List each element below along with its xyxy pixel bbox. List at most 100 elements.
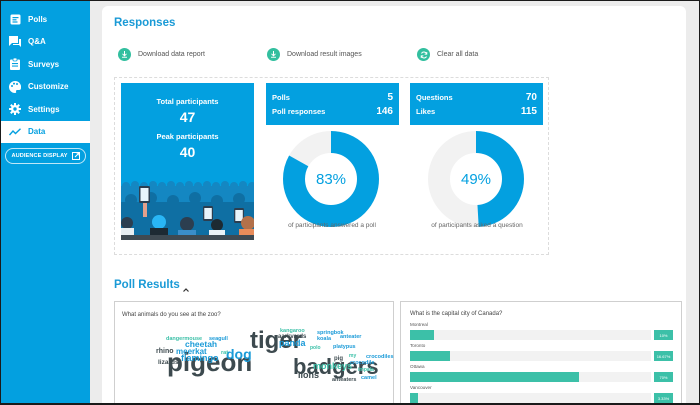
download-data-report-button[interactable]: Download data report [118, 48, 205, 61]
wordcloud-word: dog [226, 345, 252, 362]
wordcloud-word: dangermouse [166, 335, 203, 342]
bar-option-row: Ottawa 70% [410, 364, 673, 382]
wordcloud-word: lizards [158, 358, 179, 366]
option-track [410, 351, 651, 361]
refresh-icon [417, 48, 430, 61]
wordcloud-word: tiger [250, 326, 303, 354]
option-track [410, 372, 651, 382]
polls-summary: Polls 5 Poll responses 146 [266, 83, 399, 125]
wordcloud-word: rat [221, 349, 229, 356]
bar-option-row: Toronto 16.67% [410, 343, 673, 361]
action-label: Download data report [138, 51, 205, 58]
bar-poll-question: What is the capital city of Canada? [410, 311, 503, 317]
sidebar-item-label: Data [28, 127, 46, 137]
qa-donut-chart: 49% [428, 131, 524, 227]
polls-label: Polls [272, 92, 290, 102]
polls-caption: of participants answered a poll [288, 222, 376, 229]
qa-caption: of participants asked a question [431, 222, 523, 229]
clear-all-data-button[interactable]: Clear all data [417, 48, 478, 61]
sidebar-item-settings[interactable]: Settings [1, 98, 90, 121]
sidebar-item-data[interactable]: Data [1, 120, 90, 143]
sidebar-item-label: Settings [28, 104, 60, 114]
polls-donut-chart: 83% [283, 131, 379, 227]
sidebar-item-surveys[interactable]: Surveys [1, 53, 90, 76]
polls-percent: 83% [315, 170, 347, 188]
responses-title: Responses [114, 17, 176, 29]
total-participants-value: 47 [179, 109, 196, 125]
wordcloud-word: impala [358, 367, 374, 373]
palette-icon [9, 80, 21, 93]
wordcloud-word: cheetah [185, 339, 218, 350]
poll-icon [9, 13, 21, 25]
wordcloud-word: crocodiles [366, 353, 394, 360]
poll-responses-label: Poll responses [272, 106, 326, 116]
external-link-icon [71, 152, 80, 160]
peak-participants-label: Peak participants [156, 132, 219, 141]
action-label: Clear all data [437, 51, 479, 58]
sidebar-item-label: Customize [28, 82, 69, 92]
scrollbar-track[interactable] [689, 1, 699, 403]
wordcloud-word: meerkat [176, 346, 207, 356]
wordcloud-word: badgers [293, 354, 379, 380]
sidebar-item-label: Q&A [28, 37, 46, 47]
option-label: Toronto [410, 343, 426, 348]
option-label: Vancouver [410, 385, 432, 390]
wordcloud-word: crocodile [350, 359, 375, 366]
poll-responses-value: 146 [376, 105, 393, 117]
chevron-up-icon[interactable] [182, 281, 190, 299]
audience-display-button[interactable]: AUDIENCE DISPLAY [5, 148, 86, 164]
download-icon [267, 48, 280, 61]
option-percent: 10% [654, 330, 673, 340]
option-percent: 3.33% [654, 393, 673, 403]
likes-label: Likes [416, 106, 436, 116]
trend-icon [9, 126, 21, 138]
gear-icon [9, 103, 21, 116]
action-label: Download result images [287, 51, 362, 58]
option-track [410, 330, 651, 340]
wordcloud-word: flamingo [181, 352, 219, 363]
participants-card: Total participants 47 Peak participants … [121, 83, 254, 240]
qa-percent: 49% [460, 170, 492, 188]
sidebar: Polls Q&A Surveys Customize Settings [1, 1, 90, 403]
clipboard-icon [9, 58, 21, 71]
option-label: Montreal [410, 322, 428, 327]
sidebar-item-qa[interactable]: Q&A [1, 31, 90, 54]
option-fill [410, 393, 419, 403]
wordcloud-word: aarkvards [278, 334, 307, 341]
wordcloud-word: pigeon [167, 347, 253, 378]
option-track [410, 393, 651, 403]
wordcloud-word: panda [279, 337, 306, 348]
download-result-images-button[interactable]: Download result images [267, 48, 362, 61]
bar-option-row: Montreal 10% [410, 322, 673, 340]
questions-value: 70 [525, 91, 537, 103]
wordcloud-word: koala [317, 335, 332, 342]
wordcloud-word: pig [334, 356, 343, 363]
sidebar-item-label: Surveys [28, 59, 60, 69]
bar-poll-card: What is the capital city of Canada? Mont… [400, 301, 682, 403]
wordcloud-question: What animals do you see at the zoo? [122, 312, 221, 318]
wordcloud-word: kangaroo [280, 327, 305, 334]
wordcloud-word: rhino [156, 348, 174, 356]
option-percent: 16.67% [654, 351, 673, 361]
responses-stats-container: Total participants 47 Peak participants … [114, 77, 549, 255]
peak-participants-value: 40 [179, 144, 196, 160]
main-panel: Responses Download data report Download … [102, 6, 686, 403]
option-label: Ottawa [410, 364, 425, 369]
wordcloud-word: camel [361, 374, 377, 381]
wordcloud-card: What animals do you see at the zoo? pige… [114, 301, 394, 403]
sidebar-item-label: Polls [28, 14, 48, 24]
chat-icon [9, 36, 21, 48]
wordcloud-word: platypus [333, 343, 356, 350]
qa-summary: Questions 70 Likes 115 [410, 83, 543, 125]
wordcloud-word: anteater [340, 333, 362, 340]
sidebar-item-customize[interactable]: Customize [1, 76, 90, 99]
sidebar-item-polls[interactable]: Polls [1, 8, 90, 31]
polls-value: 5 [387, 91, 393, 103]
poll-results-title: Poll Results [114, 279, 180, 291]
wordcloud-word: polo [310, 345, 321, 351]
wordcloud-word: springbok [317, 329, 344, 336]
wordcloud-word: monkeys [313, 360, 353, 371]
option-fill [410, 330, 435, 340]
questions-label: Questions [416, 92, 453, 102]
